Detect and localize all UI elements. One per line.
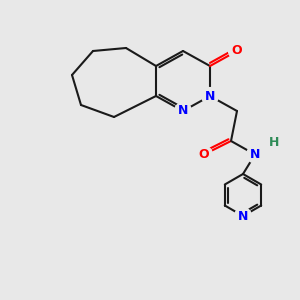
Circle shape bbox=[268, 136, 281, 149]
Circle shape bbox=[247, 146, 263, 163]
Circle shape bbox=[196, 146, 212, 163]
Text: N: N bbox=[178, 104, 188, 118]
Text: N: N bbox=[205, 89, 215, 103]
Circle shape bbox=[175, 103, 191, 119]
Text: O: O bbox=[199, 148, 209, 161]
Circle shape bbox=[229, 43, 245, 59]
Circle shape bbox=[235, 208, 251, 224]
Circle shape bbox=[202, 88, 218, 104]
Text: N: N bbox=[238, 209, 248, 223]
Text: N: N bbox=[250, 148, 260, 161]
Text: O: O bbox=[232, 44, 242, 58]
Text: H: H bbox=[269, 136, 280, 149]
